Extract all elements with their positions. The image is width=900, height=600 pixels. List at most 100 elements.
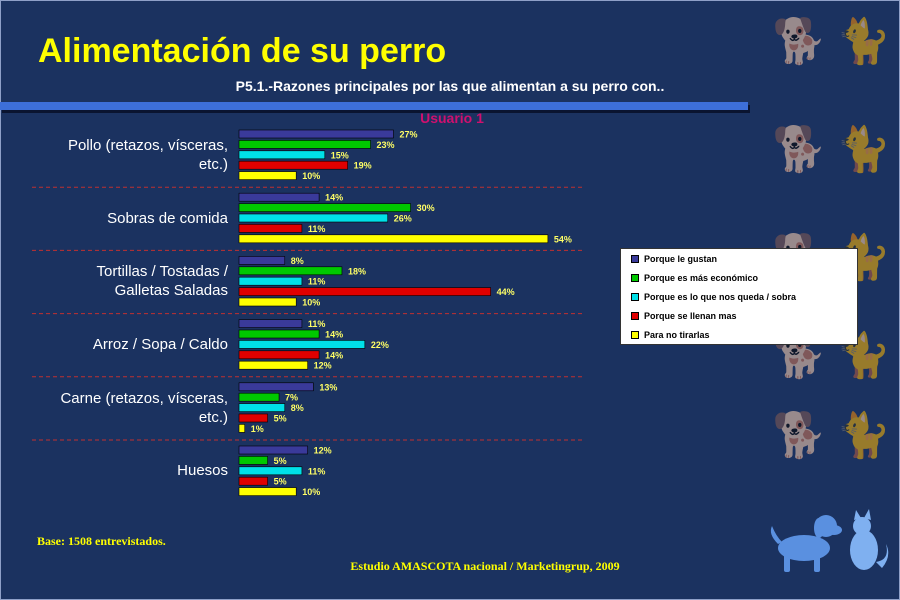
bar xyxy=(238,140,371,149)
bar-value-label: 27% xyxy=(399,130,417,140)
cat-silhouette-icon: 🐈 xyxy=(836,410,891,461)
dog-silhouette-icon: 🐕 xyxy=(772,124,827,175)
legend-label: Porque es lo que nos queda / sobra xyxy=(644,292,797,302)
group-label: Usuario 1 xyxy=(420,110,484,126)
category-label-line: Pollo (retazos, vísceras, xyxy=(67,136,228,154)
bar xyxy=(238,276,303,286)
bar-value-label: 14% xyxy=(325,330,343,340)
bar xyxy=(238,171,297,180)
header-separator xyxy=(0,102,748,110)
bar-value-label: 8% xyxy=(291,403,304,413)
legend-swatch xyxy=(631,331,639,339)
bar xyxy=(238,160,348,170)
bar xyxy=(238,413,268,423)
bar xyxy=(238,297,297,307)
bar xyxy=(238,403,286,412)
footer-source: Estudio AMASCOTA nacional / Marketingrup… xyxy=(350,559,620,573)
bar-value-label: 13% xyxy=(319,382,337,392)
bar xyxy=(238,224,303,233)
bar-value-label: 18% xyxy=(348,266,366,276)
question-subtitle: P5.1.-Razones principales por las que al… xyxy=(0,78,900,94)
bar-value-label: 22% xyxy=(371,340,389,350)
bar xyxy=(238,266,343,276)
legend-label: Porque es más económico xyxy=(644,273,759,283)
category-label-line: Tortillas / Tostadas / xyxy=(96,263,228,281)
bar-value-label: 54% xyxy=(554,234,572,244)
category-label-line: etc.) xyxy=(198,408,228,426)
bar xyxy=(238,487,297,496)
bar-value-label: 11% xyxy=(308,466,326,476)
category-label: Arroz / Sopa / Caldo xyxy=(20,335,228,354)
bar xyxy=(238,329,320,339)
bar xyxy=(238,234,549,244)
legend-swatch xyxy=(631,274,639,282)
category-label-line: Galletas Saladas xyxy=(114,282,228,300)
bar-value-label: 26% xyxy=(394,214,412,224)
bar xyxy=(238,213,389,223)
bar-value-label: 12% xyxy=(314,361,332,371)
bar-value-label: 19% xyxy=(354,161,372,171)
pet-logo xyxy=(770,509,889,572)
subtitle-text: P5.1.-Razones principales por las que al… xyxy=(235,78,665,94)
legend-label: Porque se llenan mas xyxy=(644,311,737,321)
category-label: Sobras de comida xyxy=(20,209,228,228)
bar-value-label: 30% xyxy=(417,203,435,213)
cat-silhouette-icon: 🐈 xyxy=(836,16,891,67)
chart-legend: Porque le gustan Porque es más económico P… xyxy=(620,248,858,345)
bar-value-label: 8% xyxy=(291,256,304,266)
bar xyxy=(238,466,303,476)
page-title: Alimentación de su perro xyxy=(38,32,447,70)
bar xyxy=(238,456,268,465)
bar-value-label: 7% xyxy=(285,393,298,403)
bar-value-label: 11% xyxy=(308,277,326,287)
legend-item: Porque es más económico xyxy=(631,271,758,285)
bar-value-label: 44% xyxy=(497,287,515,297)
bar xyxy=(238,340,366,349)
bar-value-label: 23% xyxy=(377,140,395,150)
legend-item: Para no tirarlas xyxy=(631,328,710,342)
bar xyxy=(238,476,268,486)
category-label: Huesos xyxy=(20,461,228,480)
bar-value-label: 10% xyxy=(302,487,320,497)
category-label-line: etc.) xyxy=(198,155,228,173)
bar-value-label: 15% xyxy=(331,150,349,160)
legend-item: Porque se llenan mas xyxy=(631,309,737,323)
bar-value-label: 14% xyxy=(325,350,343,360)
dog-silhouette-icon: 🐕 xyxy=(772,410,827,461)
legend-item: Porque es lo que nos queda / sobra xyxy=(631,290,796,304)
bar xyxy=(238,382,314,392)
bar-value-label: 10% xyxy=(302,171,320,181)
bar xyxy=(238,192,320,202)
cat-silhouette-icon xyxy=(850,509,889,570)
bar xyxy=(238,360,308,370)
bar-value-label: 5% xyxy=(274,456,287,466)
bar xyxy=(238,424,246,433)
bar-value-label: 11% xyxy=(308,319,326,329)
bar xyxy=(238,256,286,265)
bar xyxy=(238,319,303,328)
category-label-line: Huesos xyxy=(177,462,228,480)
bar-value-label: 11% xyxy=(308,224,326,234)
legend-swatch xyxy=(631,293,639,301)
bar xyxy=(238,287,491,296)
base-note: Base: 1508 entrevistados. xyxy=(37,534,166,548)
category-label-line: Carne (retazos, vísceras, xyxy=(60,389,228,407)
bar xyxy=(238,350,320,360)
cat-silhouette-icon: 🐈 xyxy=(836,124,891,175)
category-label: Carne (retazos, vísceras, etc.) xyxy=(20,389,228,427)
bar xyxy=(238,445,308,455)
legend-swatch xyxy=(631,255,639,263)
category-label: Pollo (retazos, vísceras, etc.) xyxy=(20,136,228,174)
legend-label: Para no tirarlas xyxy=(644,330,710,340)
dog-silhouette-icon: 🐕 xyxy=(772,16,827,67)
legend-label: Porque le gustan xyxy=(644,254,718,264)
bar xyxy=(238,129,394,139)
bar xyxy=(238,150,326,160)
category-label-line: Arroz / Sopa / Caldo xyxy=(92,335,228,353)
bar-value-label: 12% xyxy=(314,446,332,456)
bar-value-label: 5% xyxy=(274,414,287,424)
bar-value-label: 10% xyxy=(302,298,320,308)
bar-value-label: 5% xyxy=(274,477,287,487)
dog-silhouette-icon xyxy=(770,515,842,572)
